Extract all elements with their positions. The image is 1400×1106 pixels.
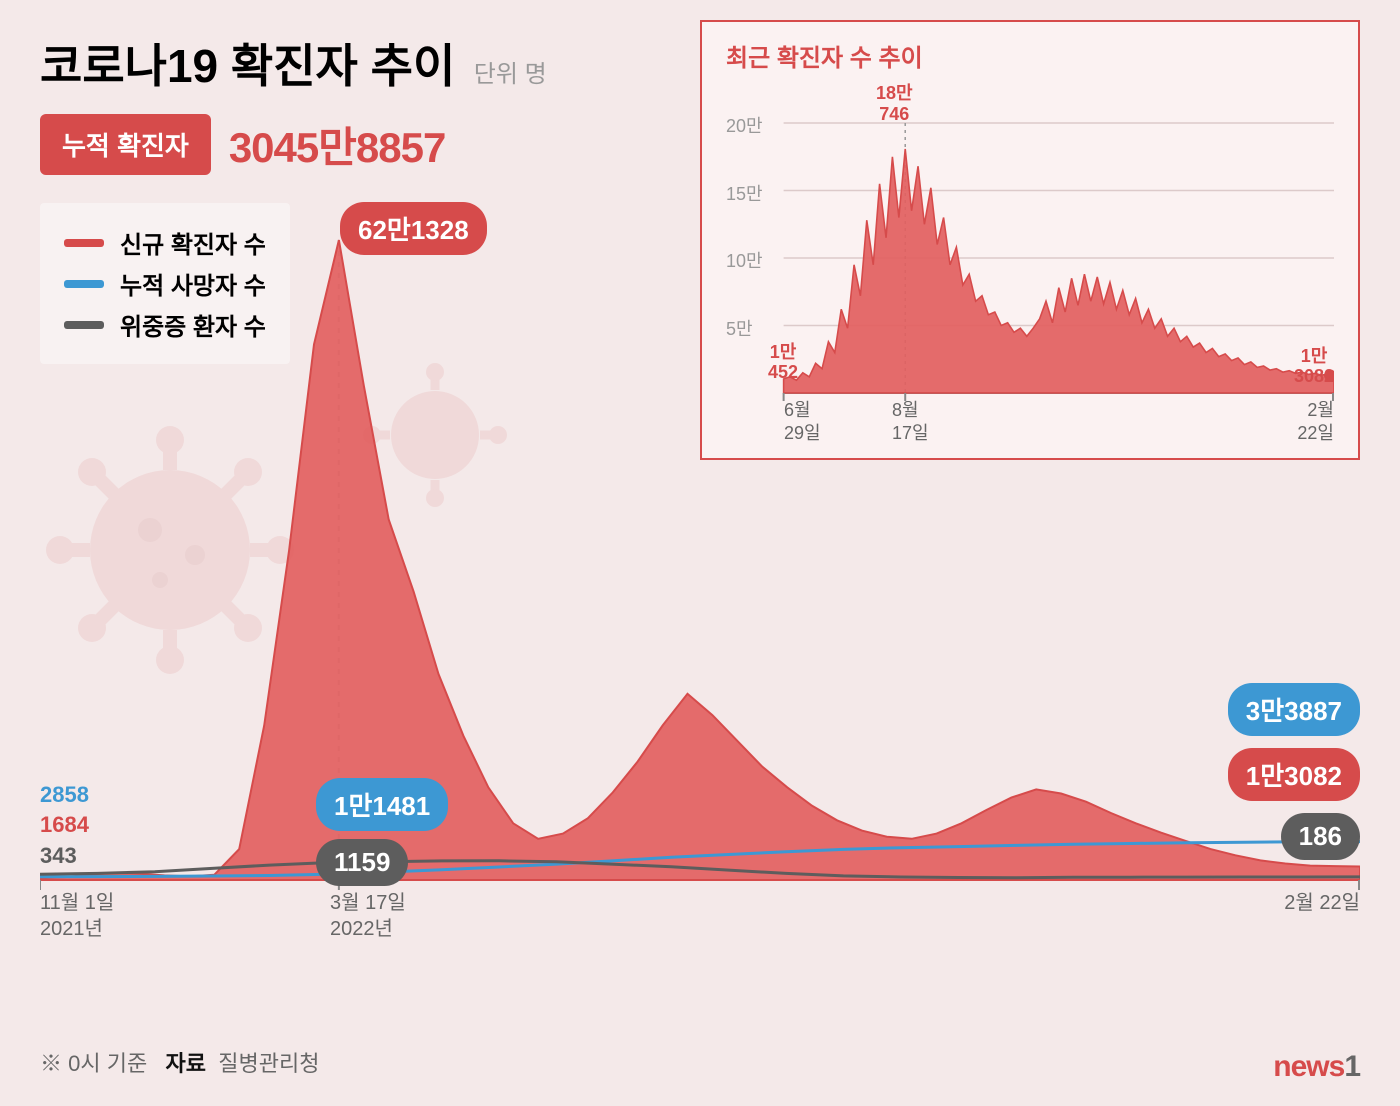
inset-ytick: 20만 [726, 112, 763, 138]
start-grey: 343 [40, 841, 89, 872]
x-start-1: 11월 1일 [40, 890, 114, 916]
mid-badges: 1만1481 1159 [316, 778, 448, 886]
right-red-badge: 1만3082 [1228, 748, 1360, 801]
inset-ytick: 10만 [726, 247, 763, 273]
inset-start-ann: 1만452 [768, 342, 798, 383]
inset-ytick: 15만 [726, 180, 763, 206]
footer: ※ 0시 기준 자료 질병관리청 [40, 1046, 319, 1078]
start-blue: 2858 [40, 780, 89, 811]
start-red: 1684 [40, 810, 89, 841]
footer-src: 질병관리청 [218, 1051, 319, 1076]
page-title: 코로나19 확진자 추이 [40, 30, 455, 96]
x-peak-1: 3월 17일 [330, 890, 406, 916]
inset-title: 최근 확진자 수 추이 [726, 38, 1334, 73]
inset-chart-svg [726, 83, 1334, 443]
inset-x-axis: 6월29일 8월17일 2월22일 [784, 399, 1334, 443]
unit-label: 단위 명 [474, 61, 547, 88]
cumulative-label: 누적 확진자 [40, 114, 211, 175]
main-x-axis: 11월 1일2021년 3월 17일2022년 2월 22일 [40, 890, 1360, 950]
inset-chart: 최근 확진자 수 추이 5만 10만 15만 20만 1만452 18만746 1만3… [700, 20, 1360, 460]
footer-note: ※ 0시 기준 [40, 1051, 147, 1076]
inset-peak-ann: 18만746 [876, 83, 913, 124]
x-end-1: 2월 22일 [1284, 890, 1360, 916]
x-peak-2: 2022년 [330, 916, 406, 942]
inset-ytick: 5만 [726, 315, 753, 341]
mid-blue-badge: 1만1481 [316, 778, 448, 831]
right-badges: 3만3887 1만3082 186 [1228, 683, 1360, 860]
cumulative-value: 3045만8857 [229, 114, 446, 175]
peak-badge: 62만1328 [340, 202, 487, 255]
news1-logo: news1 [1273, 1050, 1360, 1084]
left-start-values: 2858 1684 343 [40, 780, 89, 872]
right-grey-badge: 186 [1281, 813, 1360, 860]
x-start-2: 2021년 [40, 916, 114, 942]
inset-end-ann: 1만3082 [1294, 346, 1334, 387]
right-blue-badge: 3만3887 [1228, 683, 1360, 736]
mid-grey-badge: 1159 [316, 839, 408, 886]
footer-src-label: 자료 [166, 1051, 206, 1076]
